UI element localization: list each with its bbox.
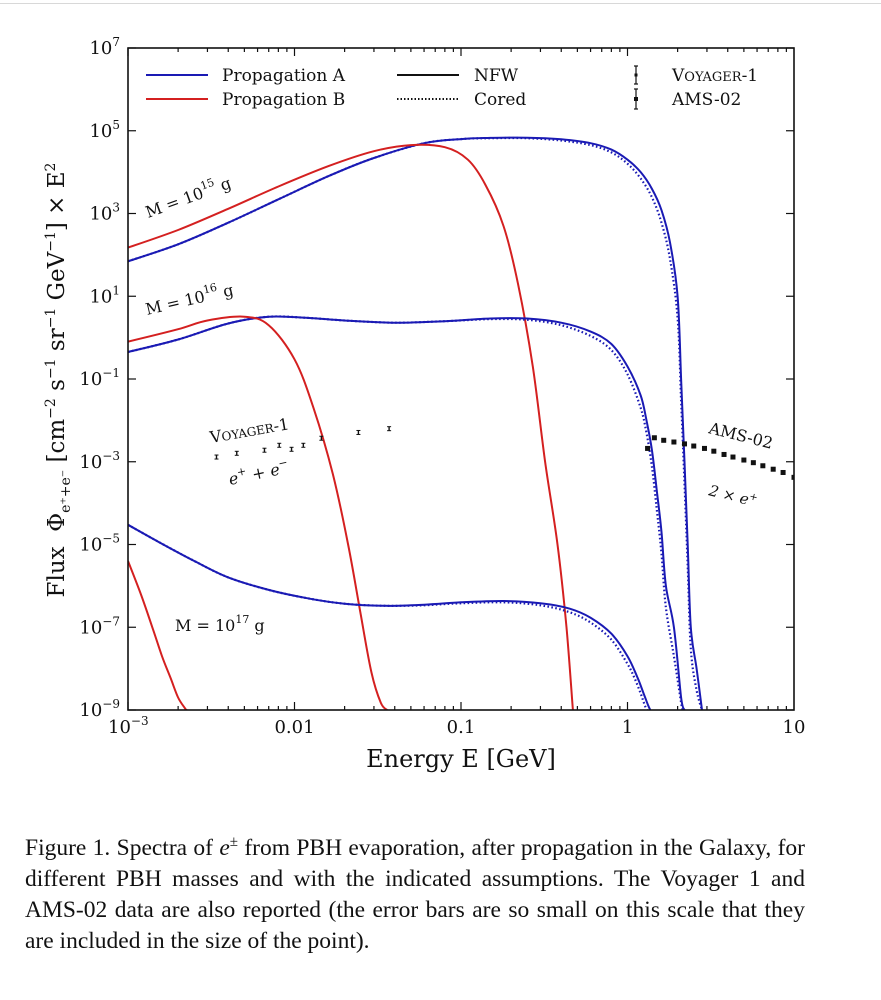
ams-data-point [750, 460, 756, 466]
ams-data-point [661, 437, 667, 443]
series-line-m-1e16-propagation-a-cored [128, 315, 684, 710]
ams-data-point [711, 448, 717, 454]
ams-data-point [780, 469, 786, 475]
ams-data-point [760, 463, 766, 469]
series-line-m-1e15-propagation-a-cored [128, 136, 704, 710]
y-tick-label: 10−3 [79, 449, 120, 473]
series-line-m-1e15-propagation-b-nfw [128, 143, 574, 710]
voyager-data-point [356, 429, 361, 435]
caption-symbol: e [219, 834, 230, 861]
caption-symbol-sup: ± [229, 834, 238, 850]
x-tick-label: 10 [783, 717, 806, 738]
plot-frame [127, 47, 795, 711]
x-tick-label: 0.01 [274, 717, 314, 738]
x-tick-label: 0.1 [447, 717, 476, 738]
voyager-data-point [301, 442, 306, 448]
ams-data-point [730, 454, 736, 460]
ams-data-point [682, 441, 688, 447]
y-tick-label: 10−9 [79, 697, 120, 721]
annotation-voyager: VOYAGER-1 [207, 414, 290, 447]
series-line-m-1e16-propagation-b-nfw [128, 315, 388, 710]
y-tick-label: 10−7 [79, 614, 120, 638]
x-axis-label: Energy E [GeV] [366, 745, 556, 773]
voyager-data-point [387, 426, 392, 432]
ams-data-point [791, 474, 794, 480]
voyager-data-point [277, 442, 282, 448]
y-tick-labels: 107 105 103 101 10−1 10−3 10−5 10−7 10−9 [79, 35, 120, 721]
ams-data-point [691, 443, 697, 449]
series-line-m-1e16-propagation-a-nfw [128, 315, 686, 710]
y-tick-label: 10−5 [79, 532, 120, 556]
y-tick-label: 107 [89, 35, 120, 59]
legend-label-nfw: NFW [474, 66, 519, 86]
ams-data-point [721, 451, 727, 457]
annotation-ams: AMS-02 [706, 418, 775, 452]
x-axis-ticks [127, 48, 787, 710]
voyager-data-point [289, 446, 294, 452]
x-tick-labels: 10−3 0.01 0.1 1 10 [108, 714, 805, 738]
legend-label-voyager: VOYAGER-1 [671, 66, 758, 86]
caption-prefix: Figure 1. Spectra of [25, 834, 220, 861]
legend: Propagation A Propagation B NFW Cored VO… [146, 65, 758, 110]
x-tick-label: 1 [622, 717, 633, 738]
voyager-data-point [262, 447, 267, 453]
ams-data-point [651, 435, 657, 441]
voyager-data-point [214, 454, 219, 460]
ams-data-point [645, 445, 651, 451]
y-tick-label: 101 [89, 283, 120, 307]
series-line-m-1e17-propagation-a-cored [128, 523, 649, 710]
legend-label-cored: Cored [474, 90, 526, 110]
y-axis-label: Flux Φe⁺+e⁻ [cm−2 s−1 sr−1 GeV−1] × E2 [43, 163, 74, 598]
ams-data-point [671, 439, 677, 445]
voyager-data-point [234, 450, 239, 456]
flux-chart: 10−3 0.01 0.1 1 10 10710510310110−110−310−51… [43, 35, 805, 773]
y-axis-label-text: Flux Φe⁺+e⁻ [cm−2 s−1 sr−1 GeV−1] × E2 [43, 163, 74, 598]
series-line-m-1e17-propagation-b-nfw [128, 560, 188, 710]
legend-marker-voyager [634, 65, 638, 85]
figure-caption: Figure 1. Spectra of e± from PBH evapora… [25, 827, 805, 957]
annotation-mass-1e15: M = 1015 g [142, 170, 234, 221]
x-tick-label: 10−3 [108, 714, 149, 738]
ams-data-point [741, 457, 747, 463]
legend-label-propagation-a: Propagation A [222, 66, 346, 86]
y-axis-ticks [128, 47, 794, 711]
ams-data-point [701, 445, 707, 451]
annotation-mass-1e17: M = 1017 g [175, 613, 265, 635]
legend-label-ams: AMS-02 [671, 90, 741, 110]
page-top-border [0, 3, 881, 4]
series-layer [128, 136, 704, 710]
y-tick-label: 105 [89, 118, 120, 142]
legend-marker-ams [634, 88, 638, 110]
legend-label-propagation-b: Propagation B [222, 90, 345, 110]
annotation-mass-1e16: M = 1016 g [143, 277, 235, 319]
ams-data-point [770, 466, 776, 472]
y-tick-label: 103 [89, 201, 120, 225]
voyager-data-point [319, 435, 324, 441]
data-points-layer [214, 426, 794, 480]
y-tick-label: 10−1 [79, 366, 120, 390]
caption-rest: from PBH evaporation, after propagation … [25, 834, 805, 954]
annotation-two-e-plus: 2 × e+ [706, 481, 759, 511]
annotation-e-plus-e-minus: e+ + e− [226, 456, 290, 489]
